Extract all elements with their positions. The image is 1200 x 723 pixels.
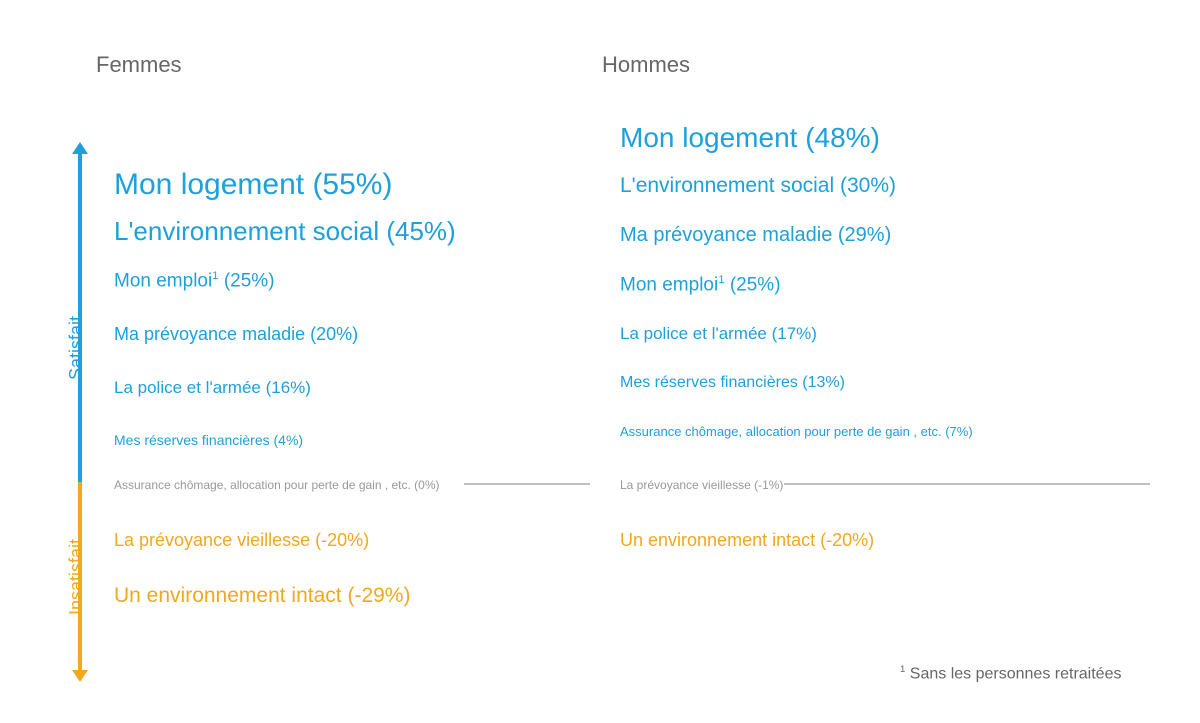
column-header-left: Femmes	[96, 52, 182, 78]
item-left-7: La prévoyance vieillesse (-20%)	[114, 530, 369, 551]
footnote-text: Sans les personnes retraitées	[905, 665, 1121, 682]
item-left-2: Mon emploi1 (25%)	[114, 270, 275, 292]
item-left-6: Assurance chômage, allocation pour perte…	[114, 478, 440, 492]
axis-label-unsatisfied: Insatisfait	[66, 539, 87, 615]
item-right-2: Ma prévoyance maladie (29%)	[620, 224, 891, 247]
item-right-8: Un environnement intact (-20%)	[620, 530, 874, 551]
item-value: (25%)	[219, 270, 275, 291]
item-right-5: Mes réserves financières (13%)	[620, 374, 845, 392]
item-right-1: L'environnement social (30%)	[620, 174, 896, 198]
item-left-1: L'environnement social (45%)	[114, 216, 456, 247]
column-header-right: Hommes	[602, 52, 690, 78]
item-right-0: Mon logement (48%)	[620, 122, 880, 154]
item-right-4: La police et l'armée (17%)	[620, 324, 817, 344]
footnote: 1 Sans les personnes retraitées	[900, 664, 1121, 683]
divider-right	[784, 483, 1150, 485]
item-left-3: Ma prévoyance maladie (20%)	[114, 324, 358, 345]
item-left-5: Mes réserves financières (4%)	[114, 432, 303, 448]
item-right-7: La prévoyance vieillesse (-1%)	[620, 478, 783, 492]
item-label: Mon emploi	[114, 270, 212, 291]
item-right-3: Mon emploi1 (25%)	[620, 274, 781, 296]
divider-left	[464, 483, 590, 485]
item-right-6: Assurance chômage, allocation pour perte…	[620, 424, 973, 439]
arrow-down-icon	[72, 670, 88, 682]
item-value: (25%)	[725, 274, 781, 295]
chart-canvas: Femmes Hommes Satisfait Insatisfait Mon …	[0, 0, 1200, 723]
item-left-0: Mon logement (55%)	[114, 168, 392, 202]
item-left-8: Un environnement intact (-29%)	[114, 584, 410, 608]
item-left-4: La police et l'armée (16%)	[114, 378, 311, 398]
arrow-up-icon	[72, 142, 88, 154]
axis-label-satisfied: Satisfait	[66, 316, 87, 380]
item-label: Mon emploi	[620, 274, 718, 295]
